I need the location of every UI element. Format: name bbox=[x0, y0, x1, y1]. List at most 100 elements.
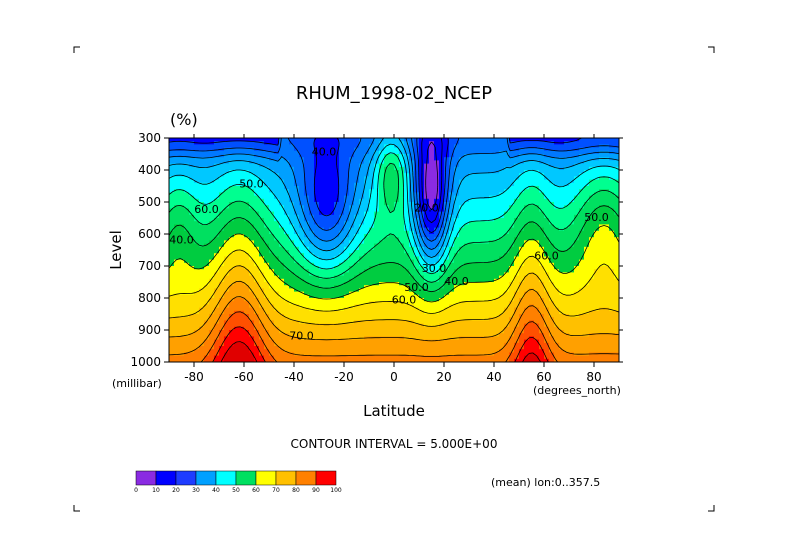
contour-fill-cell bbox=[379, 202, 385, 206]
contour-fill-cell bbox=[509, 240, 515, 245]
contour-fill-cell bbox=[194, 154, 200, 158]
contour-fill-cell bbox=[474, 272, 480, 277]
contour-fill-cell bbox=[384, 237, 390, 241]
contour-fill-cell bbox=[389, 227, 395, 232]
contour-fill-cell bbox=[484, 320, 490, 325]
contour-fill-cell bbox=[234, 224, 240, 229]
contour-fill-cell bbox=[469, 160, 475, 165]
contour-fill-cell bbox=[259, 285, 265, 289]
contour-fill-cell bbox=[484, 218, 490, 222]
contour-fill-cell bbox=[429, 237, 435, 241]
contour-fill-cell bbox=[429, 173, 435, 177]
contour-fill-cell bbox=[229, 346, 235, 350]
contour-fill-cell bbox=[269, 198, 275, 203]
contour-fill-cell bbox=[184, 298, 190, 302]
contour-fill-cell bbox=[274, 339, 280, 344]
contour-fill-cell bbox=[274, 310, 280, 315]
contour-fill-cell bbox=[174, 205, 180, 209]
contour-fill-cell bbox=[474, 256, 480, 261]
contour-fill-cell bbox=[429, 227, 435, 232]
contour-fill-cell bbox=[334, 282, 340, 286]
contour-fill-cell bbox=[209, 170, 215, 174]
contour-fill-cell bbox=[499, 160, 505, 165]
contour-fill-cell bbox=[169, 218, 175, 222]
contour-fill-cell bbox=[394, 317, 400, 321]
contour-fill-cell bbox=[354, 320, 360, 325]
contour-fill-cell bbox=[179, 339, 185, 344]
contour-fill-cell bbox=[189, 150, 195, 155]
contour-fill-cell bbox=[344, 333, 350, 337]
contour-fill-cell bbox=[229, 339, 235, 344]
contour-fill-cell bbox=[184, 275, 190, 280]
contour-fill-cell bbox=[264, 320, 270, 325]
contour-fill-cell bbox=[334, 243, 340, 248]
contour-fill-cell bbox=[319, 333, 325, 337]
contour-fill-cell bbox=[499, 342, 505, 347]
contour-fill-cell bbox=[289, 342, 295, 347]
contour-fill-cell bbox=[339, 349, 345, 353]
contour-fill-cell bbox=[479, 266, 485, 270]
contour-fill-cell bbox=[364, 160, 370, 165]
contour-fill-cell bbox=[369, 349, 375, 353]
contour-fill-cell bbox=[209, 230, 215, 235]
contour-fill-cell bbox=[169, 323, 175, 328]
contour-fill-cell bbox=[294, 272, 300, 277]
contour-fill-cell bbox=[354, 266, 360, 270]
contour-fill-cell bbox=[219, 157, 225, 161]
contour-fill-cell bbox=[339, 298, 345, 302]
contour-fill-cell bbox=[339, 314, 345, 318]
contour-fill-cell bbox=[464, 358, 470, 362]
contour-fill-cell bbox=[519, 138, 525, 142]
contour-fill-cell bbox=[329, 342, 335, 347]
contour-fill-cell bbox=[479, 288, 485, 293]
contour-fill-cell bbox=[484, 179, 490, 184]
contour-fill-cell bbox=[204, 170, 210, 174]
contour-fill-cell bbox=[199, 192, 205, 197]
contour-fill-cell bbox=[394, 282, 400, 286]
contour-fill-cell bbox=[384, 269, 390, 273]
contour-fill-cell bbox=[209, 326, 215, 331]
contour-fill-cell bbox=[224, 291, 230, 296]
contour-fill-cell bbox=[284, 224, 290, 229]
contour-fill-cell bbox=[209, 349, 215, 353]
contour-fill-cell bbox=[424, 269, 430, 273]
contour-fill-cell bbox=[319, 310, 325, 315]
contour-fill-cell bbox=[374, 189, 380, 193]
contour-fill-cell bbox=[384, 211, 390, 216]
contour-fill-cell bbox=[414, 157, 420, 161]
contour-fill-cell bbox=[459, 214, 465, 219]
contour-fill-cell bbox=[464, 314, 470, 318]
contour-fill-cell bbox=[374, 211, 380, 216]
contour-fill-cell bbox=[419, 314, 425, 318]
contour-fill-cell bbox=[264, 301, 270, 305]
contour-fill-cell bbox=[324, 253, 330, 257]
contour-fill-cell bbox=[469, 211, 475, 216]
contour-fill-cell bbox=[324, 298, 330, 302]
contour-fill-cell bbox=[294, 157, 300, 161]
contour-fill-cell bbox=[304, 301, 310, 305]
contour-fill-cell bbox=[229, 160, 235, 165]
contour-fill-cell bbox=[274, 192, 280, 197]
contour-fill-cell bbox=[254, 275, 260, 280]
contour-fill-cell bbox=[264, 250, 270, 254]
contour-fill-cell bbox=[189, 141, 195, 145]
contour-fill-cell bbox=[309, 198, 315, 203]
contour-fill-cell bbox=[344, 150, 350, 155]
contour-fill-cell bbox=[319, 176, 325, 181]
contour-fill-cell bbox=[469, 218, 475, 222]
contour-fill-cell bbox=[319, 144, 325, 149]
contour-fill-cell bbox=[519, 326, 525, 331]
contour-fill-cell bbox=[474, 352, 480, 357]
contour-fill-cell bbox=[279, 346, 285, 350]
contour-fill-cell bbox=[339, 182, 345, 187]
contour-fill-cell bbox=[499, 240, 505, 245]
contour-fill-cell bbox=[384, 170, 390, 174]
contour-fill-cell bbox=[309, 355, 315, 360]
contour-fill-cell bbox=[374, 173, 380, 177]
contour-fill-cell bbox=[364, 259, 370, 264]
contour-fill-cell bbox=[404, 198, 410, 203]
contour-fill-cell bbox=[234, 262, 240, 267]
contour-fill-cell bbox=[224, 224, 230, 229]
contour-fill-cell bbox=[419, 234, 425, 238]
contour-fill-cell bbox=[449, 349, 455, 353]
